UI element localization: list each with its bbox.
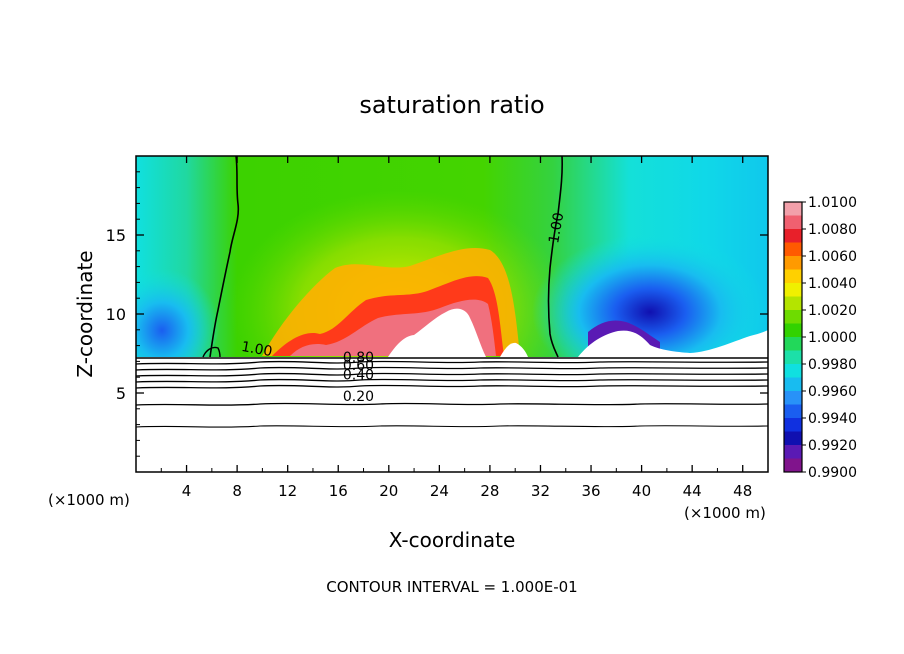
x-tick-label: 24 [430,482,449,500]
contour-label: 0.40 [343,368,374,384]
x-tick-label: 28 [480,482,499,500]
colorbar-label: 1.0020 [808,303,857,319]
colorbar-swatch [784,310,802,324]
colorbar-label: 1.0100 [808,195,857,211]
colorbar-swatch [784,458,802,473]
contour-line-080 [136,360,768,365]
colorbar-swatch [784,269,802,284]
colorbar-swatch [784,215,802,230]
colorbar-swatch [784,364,802,378]
field-white-region-small [500,342,528,357]
contour-line-010 [136,425,768,428]
colorbar-label: 0.9920 [808,438,857,454]
colorbar-swatch [784,404,802,419]
contour-line-040 [136,384,768,389]
y-axis-label: Z-coordinate [73,250,97,377]
colorbar-swatch [784,202,802,216]
field-left-blue-region [136,256,220,380]
chart-title: saturation ratio [359,91,544,119]
colorbar-swatch [784,229,802,243]
colorbar-swatch [784,283,802,297]
x-tick-label: 20 [379,482,398,500]
colorbar-swatch [784,323,802,338]
contour-line-1-left [209,156,240,358]
y-tick-label: 15 [106,226,126,245]
colorbar: 1.0100 1.0080 1.0060 1.0040 1.0020 1.0000 0.99… [783,195,857,481]
contour-line-1-right [547,156,563,358]
x-tick-label: 36 [581,482,600,500]
x-tick-label: 44 [683,482,702,500]
colorbar-label: 1.0060 [808,249,857,265]
colorbar-label: 1.0000 [808,330,857,346]
contour-label: 0.60 [343,358,374,374]
y-axis: 5 10 15 [106,171,768,457]
contour-label: 1.00 [240,339,273,360]
x-unit-left: (×1000 m) [48,491,130,509]
colorbar-swatch [784,256,802,270]
colorbar-swatch [784,242,802,257]
y-tick-label: 5 [116,384,126,403]
colorbar-label: 0.9900 [808,465,857,481]
colorbar-label: 0.9940 [808,411,857,427]
colorbar-label: 1.0080 [808,222,857,238]
colorbar-swatch [784,350,802,365]
saturation-field [136,156,768,472]
contour-labels: 1.00 1.00 0.800.600.40 0.20 [240,211,567,405]
contour-label: 0.80 [343,350,374,366]
colorbar-swatch [784,377,802,392]
x-tick-label: 4 [182,482,192,500]
contour-line-070 [136,366,768,371]
colorbar-label: 1.0040 [808,276,857,292]
colorbar-label: 0.9980 [808,357,857,373]
x-tick-label: 48 [733,482,752,500]
x-axis: 4 8 12 16 20 24 28 32 36 40 44 48 [160,156,752,500]
colorbar-swatch [784,296,802,311]
field-lower-region [136,357,768,472]
contour-interval-footer: CONTOUR INTERVAL = 1.000E-01 [326,578,577,596]
contour-label: 0.20 [343,389,374,405]
colorbar-swatch [784,391,802,405]
contour-line-1-bump [202,346,221,358]
field-white-region-right [578,330,768,357]
x-tick-label: 12 [278,482,297,500]
x-tick-label: 40 [632,482,651,500]
field-white-region-center [388,308,486,357]
x-tick-label: 16 [329,482,348,500]
colorbar-swatch [784,445,802,459]
x-tick-label: 32 [531,482,550,500]
contour-label: 1.00 [546,211,567,244]
contour-line-020 [136,402,768,406]
x-unit-right: (×1000 m) [684,504,766,522]
contour-line-060 [136,372,768,377]
x-axis-label: X-coordinate [389,528,516,552]
y-tick-label: 10 [106,305,126,324]
x-tick-label: 8 [232,482,242,500]
colorbar-label: 0.9960 [808,384,857,400]
colorbar-swatch [784,337,802,351]
colorbar-swatch [784,431,802,446]
contour-line-050 [136,378,768,383]
colorbar-swatch [784,418,802,432]
